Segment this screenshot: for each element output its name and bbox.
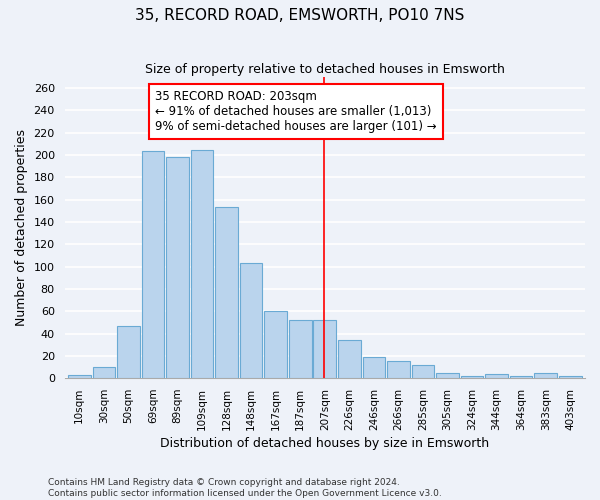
Bar xyxy=(338,340,361,378)
X-axis label: Distribution of detached houses by size in Emsworth: Distribution of detached houses by size … xyxy=(160,437,490,450)
Bar xyxy=(362,357,385,378)
Bar xyxy=(313,320,336,378)
Bar xyxy=(215,208,238,378)
Bar xyxy=(68,375,91,378)
Text: 35, RECORD ROAD, EMSWORTH, PO10 7NS: 35, RECORD ROAD, EMSWORTH, PO10 7NS xyxy=(136,8,464,22)
Text: 35 RECORD ROAD: 203sqm
← 91% of detached houses are smaller (1,013)
9% of semi-d: 35 RECORD ROAD: 203sqm ← 91% of detached… xyxy=(155,90,437,133)
Bar xyxy=(117,326,140,378)
Text: Contains HM Land Registry data © Crown copyright and database right 2024.
Contai: Contains HM Land Registry data © Crown c… xyxy=(48,478,442,498)
Bar xyxy=(142,152,164,378)
Bar xyxy=(412,365,434,378)
Bar xyxy=(92,367,115,378)
Bar xyxy=(265,311,287,378)
Bar xyxy=(485,374,508,378)
Bar xyxy=(166,157,189,378)
Bar xyxy=(436,372,459,378)
Bar xyxy=(559,376,581,378)
Bar xyxy=(289,320,311,378)
Title: Size of property relative to detached houses in Emsworth: Size of property relative to detached ho… xyxy=(145,62,505,76)
Bar xyxy=(510,376,532,378)
Y-axis label: Number of detached properties: Number of detached properties xyxy=(15,129,28,326)
Bar xyxy=(387,362,410,378)
Bar xyxy=(461,376,484,378)
Bar xyxy=(191,150,214,378)
Bar xyxy=(535,372,557,378)
Bar xyxy=(240,263,262,378)
